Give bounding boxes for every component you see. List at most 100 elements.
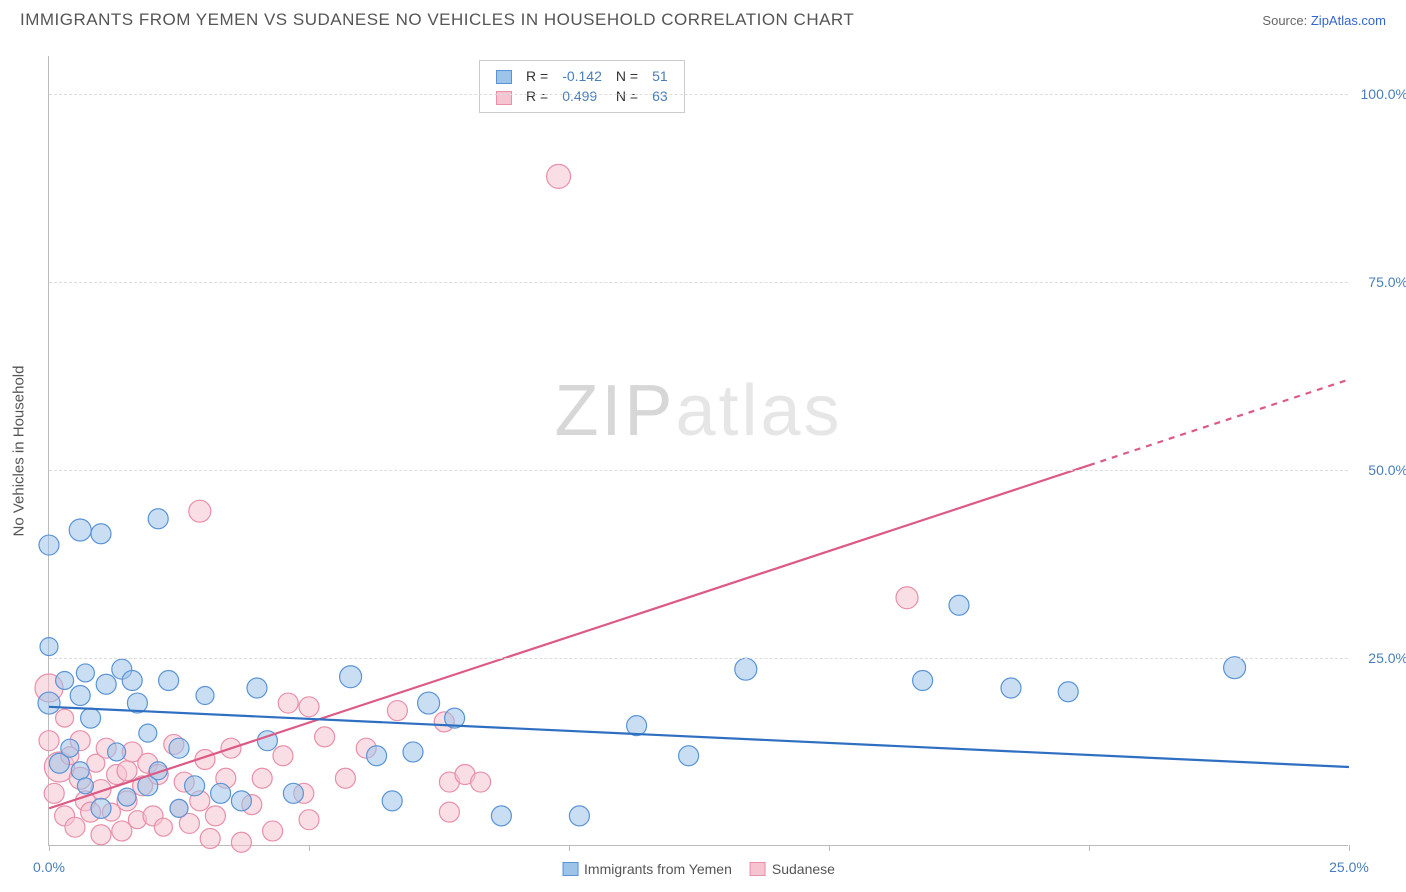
legend-n-value-sudanese: 63 [646, 87, 674, 105]
correlation-legend: R = -0.142 N = 51 R = 0.499 N = 63 [479, 60, 685, 113]
data-point [403, 742, 423, 762]
chart-title: IMMIGRANTS FROM YEMEN VS SUDANESE NO VEH… [20, 10, 854, 30]
data-point [491, 806, 511, 826]
trend-line-extrapolated [1089, 380, 1349, 466]
data-point [340, 666, 362, 688]
data-point [211, 783, 231, 803]
x-tick-label: 0.0% [33, 859, 65, 875]
data-point [44, 783, 64, 803]
legend-r-value-sudanese: 0.499 [556, 87, 608, 105]
x-tick [569, 845, 570, 851]
data-point [196, 687, 214, 705]
legend-label-yemen: Immigrants from Yemen [584, 861, 732, 877]
data-point [273, 746, 293, 766]
data-point [205, 806, 225, 826]
data-point [231, 791, 251, 811]
data-point [189, 500, 211, 522]
data-point [69, 519, 91, 541]
x-tick [49, 845, 50, 851]
plot-region: ZIPatlas No Vehicles in Household R = -0… [48, 56, 1348, 846]
y-tick-label: 75.0% [1353, 274, 1406, 290]
data-point [81, 708, 101, 728]
legend-swatch-yemen [496, 70, 512, 84]
legend-label-sudanese: Sudanese [772, 861, 835, 877]
data-point [315, 727, 335, 747]
data-point [96, 674, 116, 694]
data-point [547, 164, 571, 188]
data-point [231, 832, 251, 852]
data-point [263, 821, 283, 841]
data-point [439, 802, 459, 822]
data-point [569, 806, 589, 826]
legend-r-label: R = [520, 87, 554, 105]
legend-r-label: R = [520, 67, 554, 85]
data-point [283, 783, 303, 803]
data-point [200, 828, 220, 848]
gridline-h [49, 658, 1348, 659]
data-point [38, 692, 60, 714]
data-point [278, 693, 298, 713]
data-point [735, 658, 757, 680]
data-point [896, 587, 918, 609]
y-tick-label: 100.0% [1353, 86, 1406, 102]
x-tick [309, 845, 310, 851]
data-point [108, 743, 126, 761]
data-point [1001, 678, 1021, 698]
gridline-h [49, 470, 1348, 471]
data-point [56, 709, 74, 727]
legend-swatch-yemen [562, 862, 578, 876]
data-point [169, 738, 189, 758]
data-point [91, 825, 111, 845]
data-point [148, 509, 168, 529]
x-tick-label: 25.0% [1329, 859, 1369, 875]
data-point [39, 731, 59, 751]
x-tick [1089, 845, 1090, 851]
y-tick-label: 25.0% [1353, 650, 1406, 666]
data-point [70, 686, 90, 706]
data-point [154, 818, 172, 836]
gridline-h [49, 94, 1348, 95]
data-point [679, 746, 699, 766]
legend-n-label: N = [610, 67, 644, 85]
data-point [185, 776, 205, 796]
y-tick-label: 50.0% [1353, 462, 1406, 478]
source-link[interactable]: ZipAtlas.com [1311, 13, 1386, 28]
data-point [418, 692, 440, 714]
legend-swatch-sudanese [750, 862, 766, 876]
data-point [913, 670, 933, 690]
source-label: Source: [1262, 13, 1307, 28]
data-point [61, 739, 79, 757]
data-point [387, 701, 407, 721]
data-point [252, 768, 272, 788]
data-point [170, 799, 188, 817]
data-point [949, 595, 969, 615]
data-point [112, 821, 132, 841]
legend-r-value-yemen: -0.142 [556, 67, 608, 85]
y-axis-title: No Vehicles in Household [11, 365, 28, 536]
data-point [382, 791, 402, 811]
data-point [471, 772, 491, 792]
trend-line [49, 707, 1349, 767]
data-point [122, 670, 142, 690]
data-point [247, 678, 267, 698]
data-point [65, 817, 85, 837]
data-point [335, 768, 355, 788]
data-point [139, 724, 157, 742]
data-point [76, 664, 94, 682]
data-point [56, 671, 74, 689]
x-tick [829, 845, 830, 851]
data-point [1224, 657, 1246, 679]
data-point [91, 798, 111, 818]
data-point [367, 746, 387, 766]
data-point [118, 788, 136, 806]
data-point [1058, 682, 1078, 702]
data-point [91, 524, 111, 544]
series-legend: Immigrants from Yemen Sudanese [562, 861, 835, 877]
legend-n-label: N = [610, 87, 644, 105]
data-point [40, 638, 58, 656]
gridline-h [49, 282, 1348, 283]
data-point [117, 761, 137, 781]
data-point [39, 535, 59, 555]
data-point [71, 762, 89, 780]
x-tick [1349, 845, 1350, 851]
